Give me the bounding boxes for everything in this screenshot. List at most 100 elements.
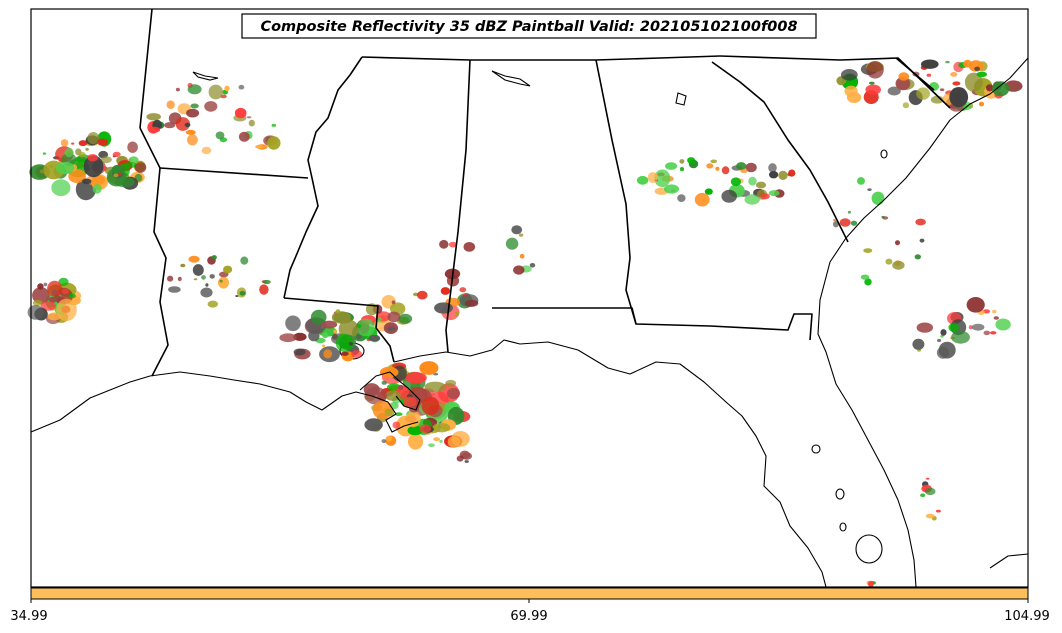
- paintball-blob: [950, 72, 958, 77]
- paintball-blob: [351, 350, 362, 359]
- paintball-blob: [87, 154, 99, 162]
- paintball-blob: [175, 117, 190, 131]
- paintball-blob: [428, 443, 435, 448]
- coast-keys: [989, 553, 1029, 569]
- paintball-blob: [744, 194, 760, 205]
- paintball-blob: [124, 161, 137, 169]
- paintball-blob: [239, 291, 246, 296]
- coast-la-delta: [359, 371, 421, 411]
- border-ga-sc: [711, 61, 849, 243]
- paintball-blob: [419, 424, 432, 434]
- paintball-blob: [60, 139, 69, 147]
- paintball-blob: [730, 177, 742, 186]
- paintball-blob: [187, 84, 202, 95]
- paintball-blob: [992, 309, 997, 314]
- paintball-blob: [679, 159, 685, 164]
- paintball-blob: [916, 322, 933, 333]
- paintball-blob: [974, 66, 980, 72]
- paintball-blob: [529, 263, 536, 268]
- paintball-blob: [940, 329, 947, 336]
- paintball-blob: [915, 218, 926, 226]
- paintball-blob: [208, 84, 223, 100]
- paintball-blob: [885, 258, 893, 265]
- coast-ms-al: [393, 339, 827, 588]
- paintball-blob: [51, 179, 71, 197]
- paintball-blob: [363, 383, 380, 397]
- paintball-blob: [168, 286, 181, 293]
- paintball-blob: [223, 265, 233, 274]
- paintball-blob: [364, 418, 383, 432]
- paintball-blob: [768, 163, 777, 173]
- paintball-blob: [463, 242, 476, 252]
- paintball-blob: [201, 275, 206, 280]
- paintball-blob: [663, 184, 680, 194]
- paintball-blob: [335, 333, 353, 352]
- paintball-blob: [665, 162, 678, 170]
- paintball-blob: [356, 334, 362, 340]
- paintball-blob: [847, 210, 852, 214]
- paintball-blob: [445, 379, 457, 387]
- paintball-blob: [235, 295, 239, 297]
- paintball-blob: [748, 176, 757, 186]
- lake-okeechobee: [855, 534, 883, 564]
- border-al-ga: [595, 59, 637, 325]
- paintball-blob: [983, 330, 991, 336]
- paintball-blob: [869, 81, 875, 85]
- border-ok-ar: [139, 127, 161, 169]
- paintball-blob: [432, 423, 451, 433]
- paintball-blob: [56, 298, 77, 322]
- lake-small-6: [675, 92, 687, 106]
- paintball-blob: [224, 85, 230, 92]
- paintball-blob: [948, 323, 959, 332]
- paintball-blob: [376, 316, 383, 323]
- paintball-blob: [407, 433, 424, 450]
- paintball-blob: [215, 131, 225, 140]
- paintball-blob: [255, 144, 263, 149]
- paintball-blob: [385, 435, 393, 442]
- paintball-blob: [417, 290, 428, 300]
- lake-small-4: [880, 149, 888, 159]
- paintball-blob: [636, 175, 649, 185]
- paintball-blob: [111, 164, 125, 176]
- paintball-blob: [963, 59, 972, 68]
- paintball-blob: [333, 329, 338, 334]
- paintball-blob: [205, 283, 209, 287]
- paintball-blob: [755, 181, 767, 189]
- paintball-blob: [293, 332, 307, 341]
- paintball-blob: [930, 95, 944, 104]
- colorbar-fill: [30, 587, 1029, 600]
- paintball-blob: [180, 263, 186, 268]
- paintball-blob: [200, 287, 213, 298]
- paintball-blob: [434, 302, 453, 314]
- paintball-blob: [335, 309, 341, 314]
- paintball-blob: [704, 188, 713, 195]
- paintball-blob: [51, 289, 58, 295]
- paintball-blob: [395, 412, 403, 417]
- paintball-blob: [513, 265, 525, 275]
- title-background: [241, 13, 817, 39]
- border-al-fl: [492, 307, 813, 341]
- paintball-blob: [190, 103, 199, 109]
- paintball-blob: [833, 219, 837, 222]
- border-ar-la: [159, 167, 309, 179]
- paintball-blob: [267, 136, 281, 150]
- paintball-blob: [736, 162, 747, 170]
- paintball-blob: [864, 278, 872, 286]
- paintball-blob: [451, 431, 470, 447]
- paintball-blob: [519, 253, 525, 259]
- paintball-blob: [85, 148, 89, 151]
- paintball-blob: [92, 184, 102, 194]
- paintball-blob: [990, 331, 997, 335]
- colorbar-tick-label-max: 104.99: [1004, 609, 1050, 624]
- paintball-blob: [898, 72, 910, 81]
- paintball-blob: [464, 460, 469, 463]
- paintball-blob: [322, 344, 326, 348]
- paintball-blob: [745, 162, 757, 173]
- lake-small-2: [835, 488, 845, 500]
- paintball-blob: [381, 439, 387, 444]
- paintball-blob: [936, 346, 950, 359]
- paintball-blob: [348, 342, 354, 346]
- paintball-blob: [925, 513, 935, 519]
- paintball-blob: [971, 323, 985, 331]
- paintball-blob: [184, 122, 191, 128]
